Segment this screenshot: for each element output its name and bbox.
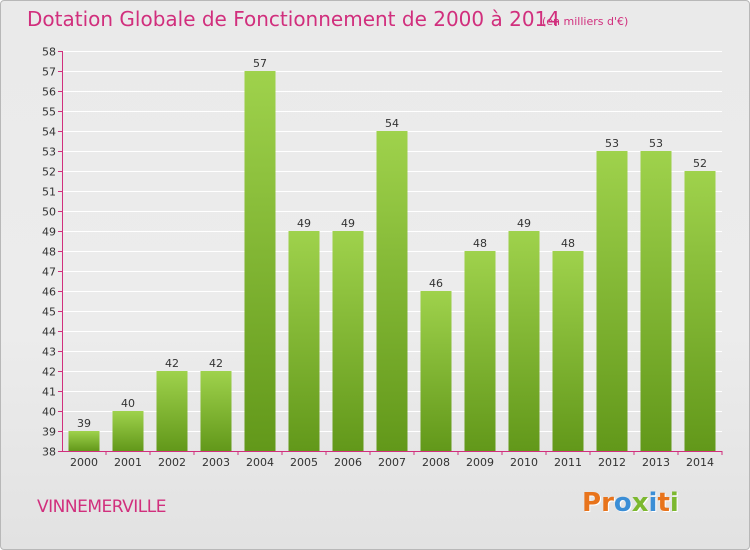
y-tick-label: 45	[42, 306, 56, 319]
chart-title: Dotation Globale de Fonctionnement de 20…	[27, 7, 560, 31]
data-label: 42	[165, 357, 179, 370]
data-label: 57	[253, 57, 267, 70]
bar	[68, 431, 100, 451]
data-label: 46	[429, 277, 443, 290]
x-tick-label: 2014	[686, 456, 714, 469]
y-tick-label: 48	[42, 246, 56, 259]
bar	[156, 371, 188, 451]
y-tick-label: 54	[42, 126, 56, 139]
x-tick-label: 2013	[642, 456, 670, 469]
y-tick-label: 57	[42, 66, 56, 79]
y-tick-label: 50	[42, 206, 56, 219]
y-tick-label: 47	[42, 266, 56, 279]
logo-letter: r	[601, 488, 614, 518]
x-tick-label: 2000	[70, 456, 98, 469]
data-label: 39	[77, 417, 91, 430]
x-tick-label: 2004	[246, 456, 274, 469]
logo-letter: P	[582, 488, 602, 518]
y-tick-label: 42	[42, 366, 56, 379]
y-tick-label: 46	[42, 286, 56, 299]
bar	[376, 131, 408, 451]
x-tick-label: 2001	[114, 456, 142, 469]
x-tick-label: 2002	[158, 456, 186, 469]
data-label: 40	[121, 397, 135, 410]
x-tick-label: 2008	[422, 456, 450, 469]
bar	[552, 251, 584, 451]
y-tick-label: 58	[42, 46, 56, 59]
bar	[464, 251, 496, 451]
chart-unit: (en milliers d'€)	[542, 15, 629, 28]
bar	[640, 151, 672, 451]
y-tick-label: 39	[42, 426, 56, 439]
x-tick-label: 2006	[334, 456, 362, 469]
y-tick-label: 52	[42, 166, 56, 179]
logo-letter: i	[648, 488, 658, 518]
data-label: 53	[605, 137, 619, 150]
y-tick-label: 56	[42, 86, 56, 99]
data-label: 49	[297, 217, 311, 230]
x-tick-label: 2003	[202, 456, 230, 469]
y-tick-label: 49	[42, 226, 56, 239]
x-axis: 2000 2001 2002 2003 2004 2005 2006 2007 2008 2009…	[62, 451, 723, 469]
y-tick-label: 55	[42, 106, 56, 119]
bar	[332, 231, 364, 451]
bar	[596, 151, 628, 451]
bar	[684, 171, 716, 451]
logo-letter: o	[613, 488, 632, 518]
x-tick-label: 2009	[466, 456, 494, 469]
data-label: 49	[341, 217, 355, 230]
y-tick-label: 41	[42, 386, 56, 399]
y-tick-label: 38	[42, 446, 56, 459]
y-axis: 38 39 40 41 42 43 44 45 46 47 48 49 50 51 52 53 54 55 56 57…	[42, 46, 63, 459]
x-tick-label: 2010	[510, 456, 538, 469]
y-tick-label: 44	[42, 326, 56, 339]
commune-name: VINNEMERVILLE	[37, 497, 166, 517]
data-label: 53	[649, 137, 663, 150]
bar	[112, 411, 144, 451]
data-label: 48	[561, 237, 575, 250]
bar	[420, 291, 452, 451]
bar	[200, 371, 232, 451]
x-tick-label: 2007	[378, 456, 406, 469]
x-tick-label: 2011	[554, 456, 582, 469]
logo-letter: i	[669, 488, 679, 518]
bars: 39 40 42 42 57 49 49 54 46 48 49 48 53 53 52	[68, 57, 716, 451]
y-tick-label: 40	[42, 406, 56, 419]
x-tick-label: 2005	[290, 456, 318, 469]
bar	[244, 71, 276, 451]
proxiti-logo: Proxiti	[582, 488, 679, 518]
bar	[288, 231, 320, 451]
x-tick-label: 2012	[598, 456, 626, 469]
data-label: 48	[473, 237, 487, 250]
bar	[508, 231, 540, 451]
logo-letter: t	[657, 488, 670, 518]
y-tick-label: 53	[42, 146, 56, 159]
data-label: 52	[693, 157, 707, 170]
data-label: 42	[209, 357, 223, 370]
logo-letter: x	[631, 488, 649, 518]
y-tick-label: 51	[42, 186, 56, 199]
y-tick-label: 43	[42, 346, 56, 359]
data-label: 54	[385, 117, 399, 130]
data-label: 49	[517, 217, 531, 230]
